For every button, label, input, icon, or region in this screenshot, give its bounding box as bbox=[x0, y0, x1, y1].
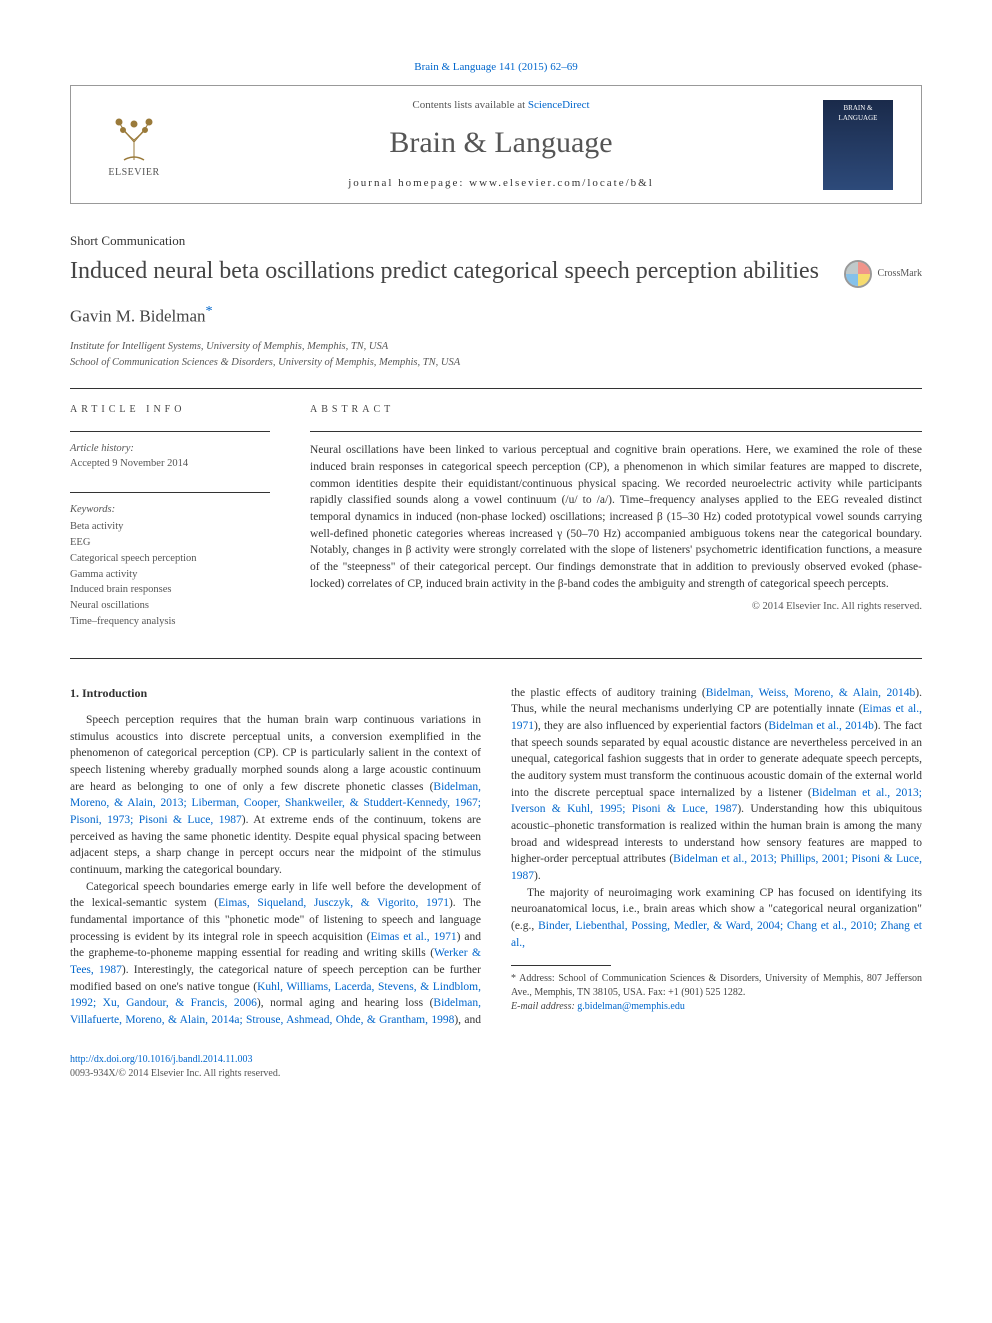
keyword: Time–frequency analysis bbox=[70, 614, 270, 630]
keyword: Gamma activity bbox=[70, 567, 270, 583]
corresponding-mark: * bbox=[206, 303, 213, 319]
footnote-address: Address: School of Communication Science… bbox=[511, 973, 922, 998]
author-name[interactable]: Gavin M. Bidelman bbox=[70, 307, 206, 326]
keywords-list: Beta activity EEG Categorical speech per… bbox=[70, 519, 270, 629]
citation-link[interactable]: Eimas, Siqueland, Jusczyk, & Vigorito, 1… bbox=[218, 897, 449, 909]
crossmark-badge[interactable]: CrossMark bbox=[844, 260, 922, 288]
section-heading: 1. Introduction bbox=[70, 685, 481, 702]
abstract-column: abstract Neural oscillations have been l… bbox=[310, 403, 922, 629]
contents-line: Contents lists available at ScienceDirec… bbox=[179, 98, 823, 113]
publisher-block: ELSEVIER bbox=[89, 109, 179, 180]
keywords-label: Keywords: bbox=[70, 503, 270, 518]
keyword: Categorical speech perception bbox=[70, 551, 270, 567]
issn-copyright: 0093-934X/© 2014 Elsevier Inc. All right… bbox=[70, 1068, 280, 1079]
divider bbox=[70, 658, 922, 659]
affiliations: Institute for Intelligent Systems, Unive… bbox=[70, 339, 922, 371]
body-paragraph: The majority of neuroimaging work examin… bbox=[511, 885, 922, 952]
history-accepted: Accepted 9 November 2014 bbox=[70, 457, 270, 472]
citation-link[interactable]: Bidelman et al., 2014b bbox=[768, 720, 874, 732]
corresponding-footnote: * Address: School of Communication Scien… bbox=[511, 972, 922, 1014]
page-footer: http://dx.doi.org/10.1016/j.bandl.2014.1… bbox=[70, 1053, 922, 1081]
article-info-column: article info Article history: Accepted 9… bbox=[70, 403, 270, 629]
keyword: EEG bbox=[70, 535, 270, 551]
masthead-center: Contents lists available at ScienceDirec… bbox=[179, 98, 823, 191]
citation-link[interactable]: Eimas et al., 1971 bbox=[371, 931, 457, 943]
article-type: Short Communication bbox=[70, 232, 922, 250]
running-head-citation: Brain & Language 141 (2015) 62–69 bbox=[70, 60, 922, 75]
crossmark-icon bbox=[844, 260, 872, 288]
author-list: Gavin M. Bidelman* bbox=[70, 302, 922, 328]
crossmark-label: CrossMark bbox=[878, 267, 922, 281]
journal-cover-thumbnail: BRAIN & LANGUAGE bbox=[823, 100, 893, 190]
cover-label: BRAIN & LANGUAGE bbox=[827, 104, 889, 124]
cover-thumb-wrap: BRAIN & LANGUAGE bbox=[823, 100, 903, 190]
article-info-label: article info bbox=[70, 403, 270, 417]
homepage-url[interactable]: www.elsevier.com/locate/b&l bbox=[469, 177, 654, 189]
body-paragraph: Speech perception requires that the huma… bbox=[70, 712, 481, 879]
body-columns: 1. Introduction Speech perception requir… bbox=[70, 685, 922, 1029]
keyword: Neural oscillations bbox=[70, 598, 270, 614]
divider bbox=[70, 388, 922, 389]
meta-row: article info Article history: Accepted 9… bbox=[70, 403, 922, 629]
article-title: Induced neural beta oscillations predict… bbox=[70, 256, 824, 286]
history-label: Article history: bbox=[70, 442, 270, 457]
author-email-link[interactable]: g.bidelman@memphis.edu bbox=[577, 1001, 685, 1012]
abstract-text: Neural oscillations have been linked to … bbox=[310, 442, 922, 592]
divider bbox=[310, 431, 922, 432]
page-container: Brain & Language 141 (2015) 62–69 ELSEVI… bbox=[0, 0, 992, 1121]
divider bbox=[70, 492, 270, 493]
doi-link[interactable]: http://dx.doi.org/10.1016/j.bandl.2014.1… bbox=[70, 1054, 253, 1065]
citation-link[interactable]: Bidelman, Weiss, Moreno, & Alain, 2014b bbox=[706, 687, 916, 699]
abstract-label: abstract bbox=[310, 403, 922, 417]
journal-homepage: journal homepage: www.elsevier.com/locat… bbox=[179, 176, 823, 191]
keyword: Beta activity bbox=[70, 519, 270, 535]
affiliation-line: School of Communication Sciences & Disor… bbox=[70, 355, 922, 371]
contents-prefix: Contents lists available at bbox=[412, 99, 527, 111]
abstract-copyright: © 2014 Elsevier Inc. All rights reserved… bbox=[310, 600, 922, 615]
email-label: E-mail address: bbox=[511, 1001, 577, 1012]
citation-link[interactable]: Binder, Liebenthal, Possing, Medler, & W… bbox=[511, 920, 922, 949]
divider bbox=[70, 431, 270, 432]
keyword: Induced brain responses bbox=[70, 582, 270, 598]
journal-name: Brain & Language bbox=[179, 122, 823, 164]
publisher-label: ELSEVIER bbox=[108, 166, 159, 180]
affiliation-line: Institute for Intelligent Systems, Unive… bbox=[70, 339, 922, 355]
footnote-separator bbox=[511, 965, 611, 966]
homepage-prefix: journal homepage: bbox=[348, 177, 469, 189]
footnote-mark: * bbox=[511, 973, 519, 984]
sciencedirect-link[interactable]: ScienceDirect bbox=[528, 99, 590, 111]
masthead: ELSEVIER Contents lists available at Sci… bbox=[70, 85, 922, 204]
elsevier-tree-icon bbox=[107, 109, 162, 164]
